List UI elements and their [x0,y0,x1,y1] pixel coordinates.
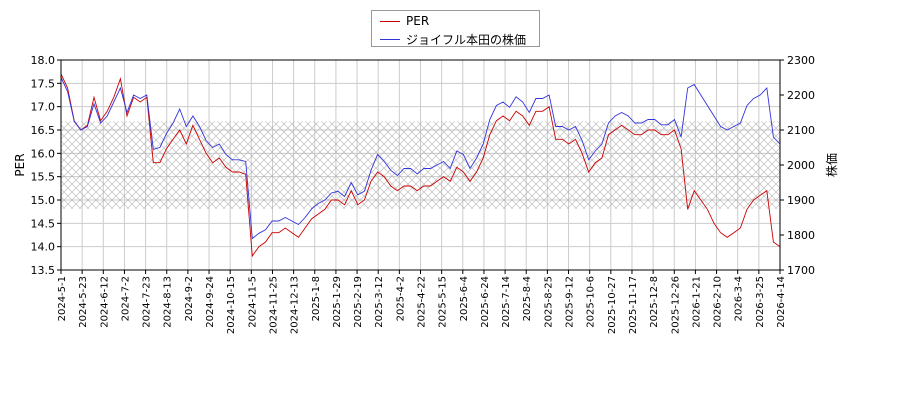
left-tick-label: 15.0 [31,194,56,207]
right-tick-label: 1900 [787,194,815,207]
left-tick-label: 16.5 [31,124,56,137]
x-tick-label: 2024-12-13 [290,276,301,334]
x-tick-label: 2025-12-26 [670,276,681,334]
x-tick-label: 2024-10-15 [226,276,237,334]
legend: PER ジョイフル本田の株価 [371,10,540,47]
x-tick-label: 2026-3-4 [734,276,745,321]
x-tick-label: 2024-7-2 [120,276,131,321]
left-tick-label: 18.0 [31,54,56,67]
right-tick-label: 2300 [787,54,815,67]
x-tick-label: 2024-9-2 [184,276,195,321]
legend-item-per: PER [380,13,429,29]
left-tick-label: 16.0 [31,147,56,160]
x-tick-label: 2025-2-19 [353,276,364,328]
x-tick-label: 2024-9-24 [205,276,216,328]
per-series-line [60,73,781,258]
x-tick-label: 2025-4-22 [417,276,428,328]
legend-label-stock-price: ジョイフル本田の株価 [406,32,527,47]
x-tick-label: 2024-5-23 [78,276,89,328]
x-tick-label: 2025-6-24 [480,276,491,328]
legend-swatch-per [380,20,400,22]
right-tick-label: 2000 [787,159,815,172]
x-tick-label: 2026-2-10 [713,276,724,328]
x-tick-label: 2025-8-4 [522,276,533,321]
left-tick-label: 14.0 [31,241,56,254]
x-tick-label: 2025-8-25 [543,276,554,328]
x-tick-label: 2025-10-6 [586,276,597,328]
x-tick-label: 2024-6-12 [99,276,110,328]
left-tick-label: 15.5 [31,171,56,184]
legend-item-stock-price: ジョイフル本田の株価 [380,31,526,47]
x-tick-label: 2024-8-13 [163,276,174,328]
left-tick-label: 13.5 [31,264,56,277]
x-tick-label: 2025-1-8 [311,276,322,321]
left-tick-label: 17.0 [31,101,56,114]
shaded-band [61,121,780,209]
x-tick-label: 2025-11-17 [628,276,639,334]
right-tick-label: 2200 [787,89,815,102]
legend-label-per: PER [406,14,430,28]
stock-price-series-line [60,77,781,240]
x-tick-label: 2024-11-25 [268,276,279,334]
x-tick-label: 2026-4-14 [776,276,787,328]
x-tick-label: 2025-4-2 [395,276,406,321]
x-tick-label: 2026-3-25 [755,276,766,328]
x-tick-label: 2025-9-12 [565,276,576,328]
series-lines [60,73,781,258]
x-tick-label: 2026-1-21 [691,276,702,328]
x-tick-label: 2025-7-14 [501,276,512,328]
x-tick-label: 2025-10-27 [607,276,618,334]
x-tick-label: 2024-5-1 [57,276,68,321]
axes: 2024-5-1 2024-5-23 2024-6-12 2024-7-2 2024-7… [31,54,816,334]
left-tick-label: 17.5 [31,77,56,90]
right-tick-label: 1700 [787,264,815,277]
left-tick-label: 14.5 [31,217,56,230]
x-tick-label: 2025-3-12 [374,276,385,328]
right-tick-label: 1800 [787,229,815,242]
left-axis-label: PER [13,153,27,176]
x-tick-label: 2025-12-8 [649,276,660,328]
legend-swatch-stock-price [380,38,400,40]
x-tick-label: 2025-5-15 [438,276,449,328]
x-tick-label: 2024-7-23 [142,276,153,328]
right-tick-label: 2100 [787,124,815,137]
right-axis-label: 株価 [824,153,839,177]
x-tick-label: 2024-11-5 [247,276,258,328]
x-tick-label: 2025-1-29 [332,276,343,328]
x-tick-label: 2025-6-4 [459,276,470,321]
